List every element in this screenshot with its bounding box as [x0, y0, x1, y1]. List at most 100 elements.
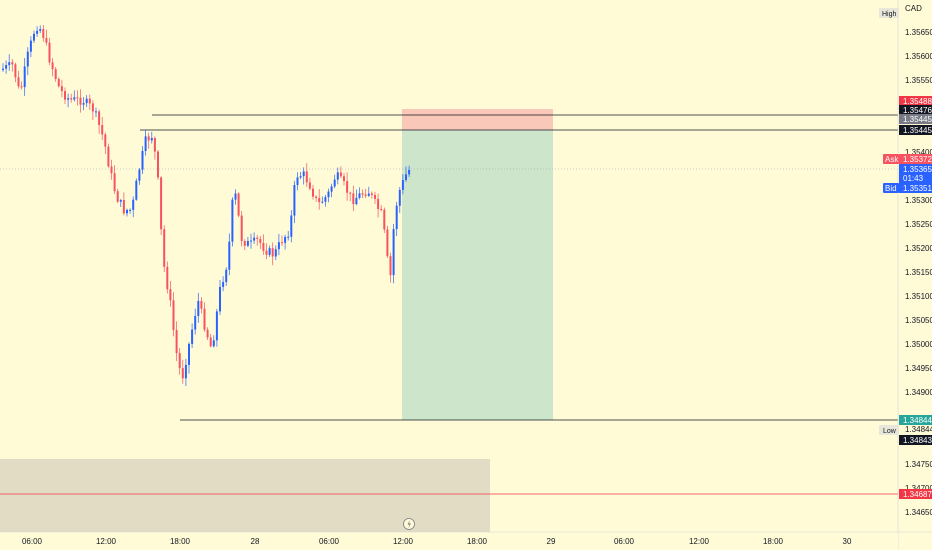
bar-countdown: 01:43	[903, 174, 924, 183]
candle-body	[82, 103, 85, 105]
time-axis[interactable]	[0, 532, 898, 550]
candle-body	[54, 69, 57, 79]
time-tick-label: 29	[547, 537, 556, 546]
candle-body	[64, 91, 66, 100]
time-tick-label: 30	[843, 537, 852, 546]
time-tick-label: 28	[251, 537, 260, 546]
red-hline-value: 1.34687	[903, 490, 932, 499]
demand-zone-rectangle[interactable]	[0, 459, 490, 532]
lightning-icon[interactable]	[403, 518, 415, 530]
candle-body	[315, 196, 318, 198]
candle-body	[250, 240, 252, 242]
candle-body	[346, 181, 349, 193]
hline-upper-value: 1.35476	[903, 106, 932, 115]
candle-body	[181, 368, 184, 379]
candle-body	[293, 184, 296, 216]
price-tick-label: 1.35100	[905, 292, 932, 301]
hline-lower-grey-tag	[899, 114, 932, 124]
candle-body	[160, 177, 163, 230]
candle-body	[20, 86, 23, 88]
candle-body	[17, 77, 20, 87]
price-tick-label: 1.35150	[905, 268, 932, 277]
candle-body	[274, 249, 277, 257]
candle-body	[73, 97, 76, 100]
candle-body	[85, 98, 88, 104]
candle-body	[76, 97, 79, 99]
candle-body	[33, 33, 35, 41]
candle-body	[147, 136, 150, 141]
candle-body	[5, 65, 8, 69]
candle-body	[126, 209, 128, 214]
hline-upper-tag	[899, 105, 932, 115]
candle-body	[383, 209, 386, 230]
candle-body	[219, 286, 221, 312]
ask-price: 1.35372	[903, 155, 932, 164]
candle-body	[234, 193, 237, 200]
candle-body	[122, 200, 125, 214]
ask-badge	[883, 154, 899, 164]
candle-body	[386, 229, 389, 257]
candle-body	[377, 198, 380, 209]
candle-body	[163, 229, 166, 267]
candle-body	[197, 300, 200, 317]
candle-body	[119, 200, 122, 202]
candle-body	[308, 182, 311, 189]
last-price-tag	[899, 164, 932, 183]
risk-box[interactable]	[402, 109, 553, 130]
candle-body	[203, 308, 206, 330]
candle-body	[51, 62, 54, 70]
candle-body	[138, 169, 141, 181]
candle-body	[284, 236, 287, 243]
low-level-value: 1.34843	[903, 436, 932, 445]
stop-level-tag	[899, 96, 932, 106]
currency-label: CAD	[905, 4, 922, 13]
red-hline-tag	[899, 489, 932, 499]
price-tick-label: 1.34650	[905, 508, 932, 517]
candle-body	[358, 193, 361, 198]
candle-body	[157, 151, 159, 178]
candle-body	[206, 329, 209, 338]
candle-body	[104, 134, 107, 147]
candle-body	[339, 172, 342, 177]
hline-lower-value: 1.35445	[903, 126, 932, 135]
candle-body	[312, 188, 314, 197]
candle-body	[209, 337, 212, 347]
candle-body	[67, 98, 70, 100]
candle-body	[42, 29, 45, 38]
candle-body	[370, 193, 373, 195]
candle-body	[153, 137, 156, 152]
candle-body	[178, 353, 181, 369]
low-marker-bg	[879, 425, 899, 435]
low-level-tag	[899, 435, 932, 445]
candle-body	[135, 180, 138, 200]
high-marker-label: High	[882, 11, 897, 18]
price-tick-label: 1.35400	[905, 148, 932, 157]
candle-body	[259, 238, 262, 243]
ask-price-tag	[899, 154, 932, 164]
price-tick-label: 1.35000	[905, 340, 932, 349]
candle-body	[26, 51, 29, 67]
bid-badge-label: Bid	[885, 184, 897, 193]
time-tick-label: 12:00	[393, 537, 414, 546]
candle-body	[79, 97, 82, 105]
reward-box[interactable]	[402, 130, 553, 420]
candle-body	[36, 30, 39, 34]
candle-body	[228, 241, 231, 270]
candle-body	[392, 229, 395, 276]
candle-body	[246, 240, 249, 246]
candle-body	[302, 171, 305, 177]
candle-body	[290, 215, 293, 237]
candle-body	[281, 242, 283, 244]
candle-body	[374, 194, 376, 199]
bid-price: 1.35351	[903, 184, 932, 193]
price-tick-label: 1.34750	[905, 460, 932, 469]
time-tick-label: 06:00	[319, 537, 340, 546]
candle-body	[349, 192, 352, 194]
candle-body	[113, 173, 116, 192]
bid-price-tag	[899, 183, 932, 193]
candle-body	[129, 209, 132, 211]
candle-body	[172, 300, 175, 330]
candle-body	[305, 171, 308, 183]
